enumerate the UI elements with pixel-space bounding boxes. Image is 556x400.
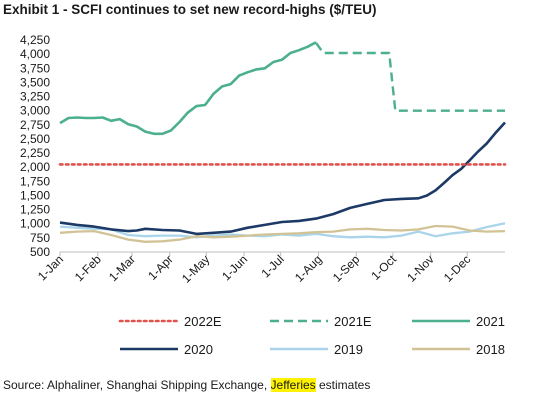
series-lines [58, 41, 507, 243]
legend-label-2019: 2019 [334, 342, 363, 357]
source-prefix: Source: Alphaliner, Shanghai Shipping Ex… [3, 378, 271, 392]
legend-label-2021e: 2021E [334, 314, 372, 329]
y-tick-label: 3,250 [20, 90, 50, 104]
y-tick-label: 1,000 [20, 217, 50, 231]
y-tick-label: 3,000 [20, 104, 50, 118]
x-axis-tick-labels: 1-Jan 1-Feb 1-Mar 1-Apr 1-May 1-Jun 1-Jul 1-Aug… [35, 252, 473, 286]
source-highlight: Jefferies [270, 378, 316, 392]
legend-label-2020: 2020 [184, 342, 213, 357]
y-tick-label: 1,250 [20, 203, 50, 217]
y-tick-label: 3,500 [20, 75, 50, 89]
x-tick-label: 1-Nov [404, 252, 437, 285]
y-tick-label: 4,000 [20, 47, 50, 61]
x-tick-label: 1-Dec [441, 252, 474, 285]
y-tick-label: 4,250 [20, 33, 50, 47]
x-axis-tick-marks [59, 252, 468, 256]
y-axis-tick-labels: 4,2504,0003,7503,5003,2503,0002,7502,500… [20, 33, 50, 259]
series-line-2019 [59, 222, 506, 239]
legend-label-2022e: 2022E [184, 314, 222, 329]
x-tick-label: 1-Jul [258, 252, 286, 280]
series-line-2018 [59, 224, 506, 243]
y-tick-label: 1,500 [20, 188, 50, 202]
source-note: Source: Alphaliner, Shanghai Shipping Ex… [3, 378, 370, 392]
y-tick-label: 500 [30, 245, 50, 259]
y-tick-label: 2,750 [20, 118, 50, 132]
source-suffix: estimates [315, 378, 371, 392]
y-tick-label: 750 [30, 231, 50, 245]
series-line-2020 [59, 121, 506, 236]
x-tick-label: 1-Aug [292, 252, 325, 285]
y-tick-label: 2,000 [20, 160, 50, 174]
y-tick-label: 2,250 [20, 146, 50, 160]
chart-legend: 2022E 2021E 2021 2020 2019 2018 [118, 314, 505, 357]
y-tick-label: 3,750 [20, 61, 50, 75]
legend-label-2021: 2021 [476, 314, 505, 329]
series-line-2021 [59, 41, 317, 136]
x-tick-label: 1-Feb [72, 252, 104, 284]
series-line-2021e [315, 42, 505, 112]
chart-title: Exhibit 1 - SCFI continues to set new re… [3, 2, 377, 17]
y-tick-label: 1,750 [20, 174, 50, 188]
x-tick-label: 1-Apr [145, 252, 176, 283]
x-tick-label: 1-Sep [330, 252, 363, 285]
x-tick-label: 1-May [179, 252, 212, 285]
y-tick-label: 2,500 [20, 132, 50, 146]
x-tick-label: 1-Oct [368, 252, 399, 283]
x-tick-label: 1-Mar [106, 252, 138, 284]
legend-label-2018: 2018 [476, 342, 505, 357]
x-tick-label: 1-Jun [219, 252, 250, 283]
